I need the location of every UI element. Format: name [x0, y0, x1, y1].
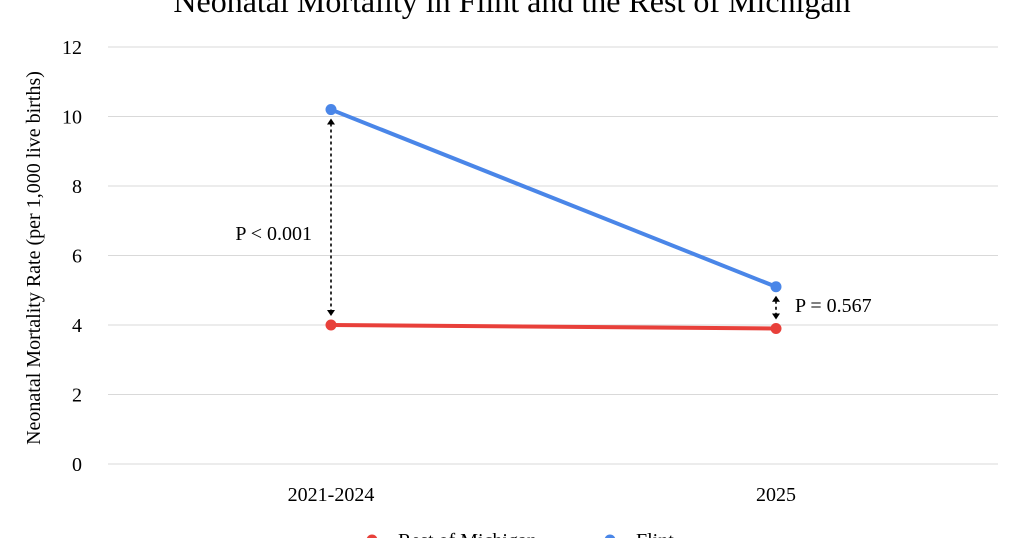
legend-swatch-marker	[366, 534, 378, 538]
y-tick-label: 12	[62, 37, 82, 59]
legend-swatch-marker	[604, 534, 616, 538]
data-point	[770, 322, 782, 334]
gridlines	[108, 46, 998, 465]
arrow-head-down	[327, 310, 335, 316]
arrow-head-up	[327, 118, 335, 125]
series-rest-of-michigan	[325, 319, 782, 334]
y-tick-label: 4	[72, 315, 82, 337]
legend-label: Flint	[636, 530, 674, 538]
y-tick-labels: 0 2 4 6 8 10 12	[62, 37, 82, 476]
p-value-arrow	[327, 118, 335, 316]
x-tick-labels: 2021-2024 2025	[288, 484, 796, 506]
y-tick-label: 10	[62, 107, 82, 129]
y-tick-label: 6	[72, 246, 82, 268]
series-line	[329, 323, 778, 331]
legend-label: Rest of Michigan	[398, 530, 537, 538]
x-tick-label: 2021-2024	[288, 484, 375, 506]
arrow-head-down	[772, 313, 780, 320]
annotations: P < 0.001 P = 0.567	[235, 118, 872, 320]
y-tick-label: 0	[72, 454, 82, 476]
y-axis-title: Neonatal Mortality Rate (per 1,000 live …	[23, 71, 45, 445]
y-tick-label: 8	[72, 176, 82, 198]
chart-title: Neonatal Mortality in Flint and the Rest…	[173, 0, 850, 19]
series-line	[329, 107, 778, 289]
x-tick-label: 2025	[756, 484, 796, 506]
p-value-label: P < 0.001	[235, 223, 312, 245]
y-tick-label: 2	[72, 385, 82, 407]
p-value-arrow	[772, 295, 780, 320]
data-point	[770, 281, 782, 293]
series-lines	[325, 104, 782, 334]
data-point	[325, 319, 337, 331]
data-point	[325, 104, 337, 116]
p-value-label: P = 0.567	[795, 295, 872, 317]
legend: Rest of Michigan Flint	[366, 530, 674, 538]
series-flint	[325, 104, 782, 293]
arrow-head-up	[772, 295, 780, 302]
